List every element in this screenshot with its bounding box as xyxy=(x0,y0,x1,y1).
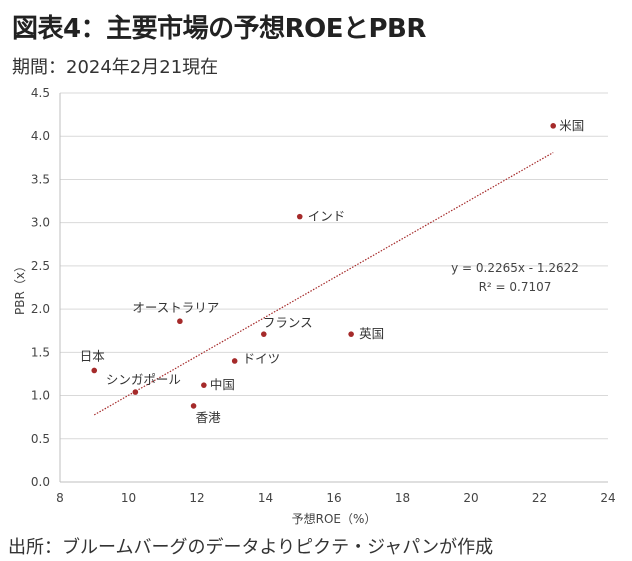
data-point-label: 英国 xyxy=(359,326,384,341)
data-point xyxy=(231,358,238,364)
trendline xyxy=(93,152,554,416)
data-point-label: 中国 xyxy=(210,377,235,392)
data-point-label: 米国 xyxy=(559,118,584,133)
data-point xyxy=(190,403,197,409)
chart-subtitle: 期間：2024年2月21現在 xyxy=(12,57,219,78)
y-tick-labels: 0.0 0.5 1.0 1.5 2.0 2.5 3.0 3.5 4.0 4.5 xyxy=(31,86,50,489)
y-tick-label: 3.0 xyxy=(31,216,50,230)
data-point-label: フランス xyxy=(263,315,313,330)
data-point xyxy=(296,213,303,220)
data-point-label: シンガポール xyxy=(106,372,181,387)
y-axis-label: PBR（x） xyxy=(13,260,27,315)
x-tick-label: 12 xyxy=(189,491,204,505)
data-point xyxy=(348,331,354,337)
y-tick-label: 0.0 xyxy=(31,475,50,489)
data-point-label: 日本 xyxy=(80,348,106,363)
axes xyxy=(59,93,608,483)
x-tick-label: 14 xyxy=(258,491,273,505)
data-point-label: オーストラリア xyxy=(132,300,219,315)
trendline-equation: y = 0.2265x - 1.2622 xyxy=(451,261,579,275)
y-tick-label: 3.5 xyxy=(31,172,50,186)
x-tick-label: 24 xyxy=(600,491,615,505)
data-point xyxy=(260,331,267,337)
data-point xyxy=(132,389,139,395)
y-tick-label: 4.0 xyxy=(31,129,50,143)
source-note: 出所：ブルームバーグのデータよりピクテ・ジャパンが作成 xyxy=(8,537,494,558)
grid-lines xyxy=(60,92,608,440)
x-tick-label: 22 xyxy=(532,491,547,505)
x-tick-label: 18 xyxy=(395,491,410,505)
x-tick-label: 8 xyxy=(56,491,64,505)
data-point-label: 香港 xyxy=(196,410,222,425)
x-tick-label: 16 xyxy=(326,491,341,505)
data-point xyxy=(550,123,556,129)
y-tick-label: 1.5 xyxy=(31,345,50,359)
y-tick-label: 2.0 xyxy=(31,302,50,316)
chart-title: 図表4：主要市場の予想ROEとPBR xyxy=(12,14,426,44)
data-point-label: インド xyxy=(308,209,346,224)
data-point xyxy=(201,382,207,388)
y-tick-label: 1.0 xyxy=(31,389,50,403)
y-tick-label: 0.5 xyxy=(31,432,50,446)
trendline-r-squared: R² = 0.7107 xyxy=(479,280,552,294)
data-point xyxy=(177,318,183,325)
data-point-label: ドイツ xyxy=(243,351,281,366)
x-tick-label: 20 xyxy=(463,491,478,505)
x-tick-label: 10 xyxy=(121,491,136,505)
y-tick-label: 4.5 xyxy=(31,86,50,100)
data-points xyxy=(91,123,556,409)
data-point xyxy=(91,367,98,374)
x-tick-labels: 8 10 12 14 16 18 20 22 24 xyxy=(56,491,615,505)
x-axis-label: 予想ROE（%） xyxy=(292,511,377,526)
y-tick-label: 2.5 xyxy=(31,259,50,273)
